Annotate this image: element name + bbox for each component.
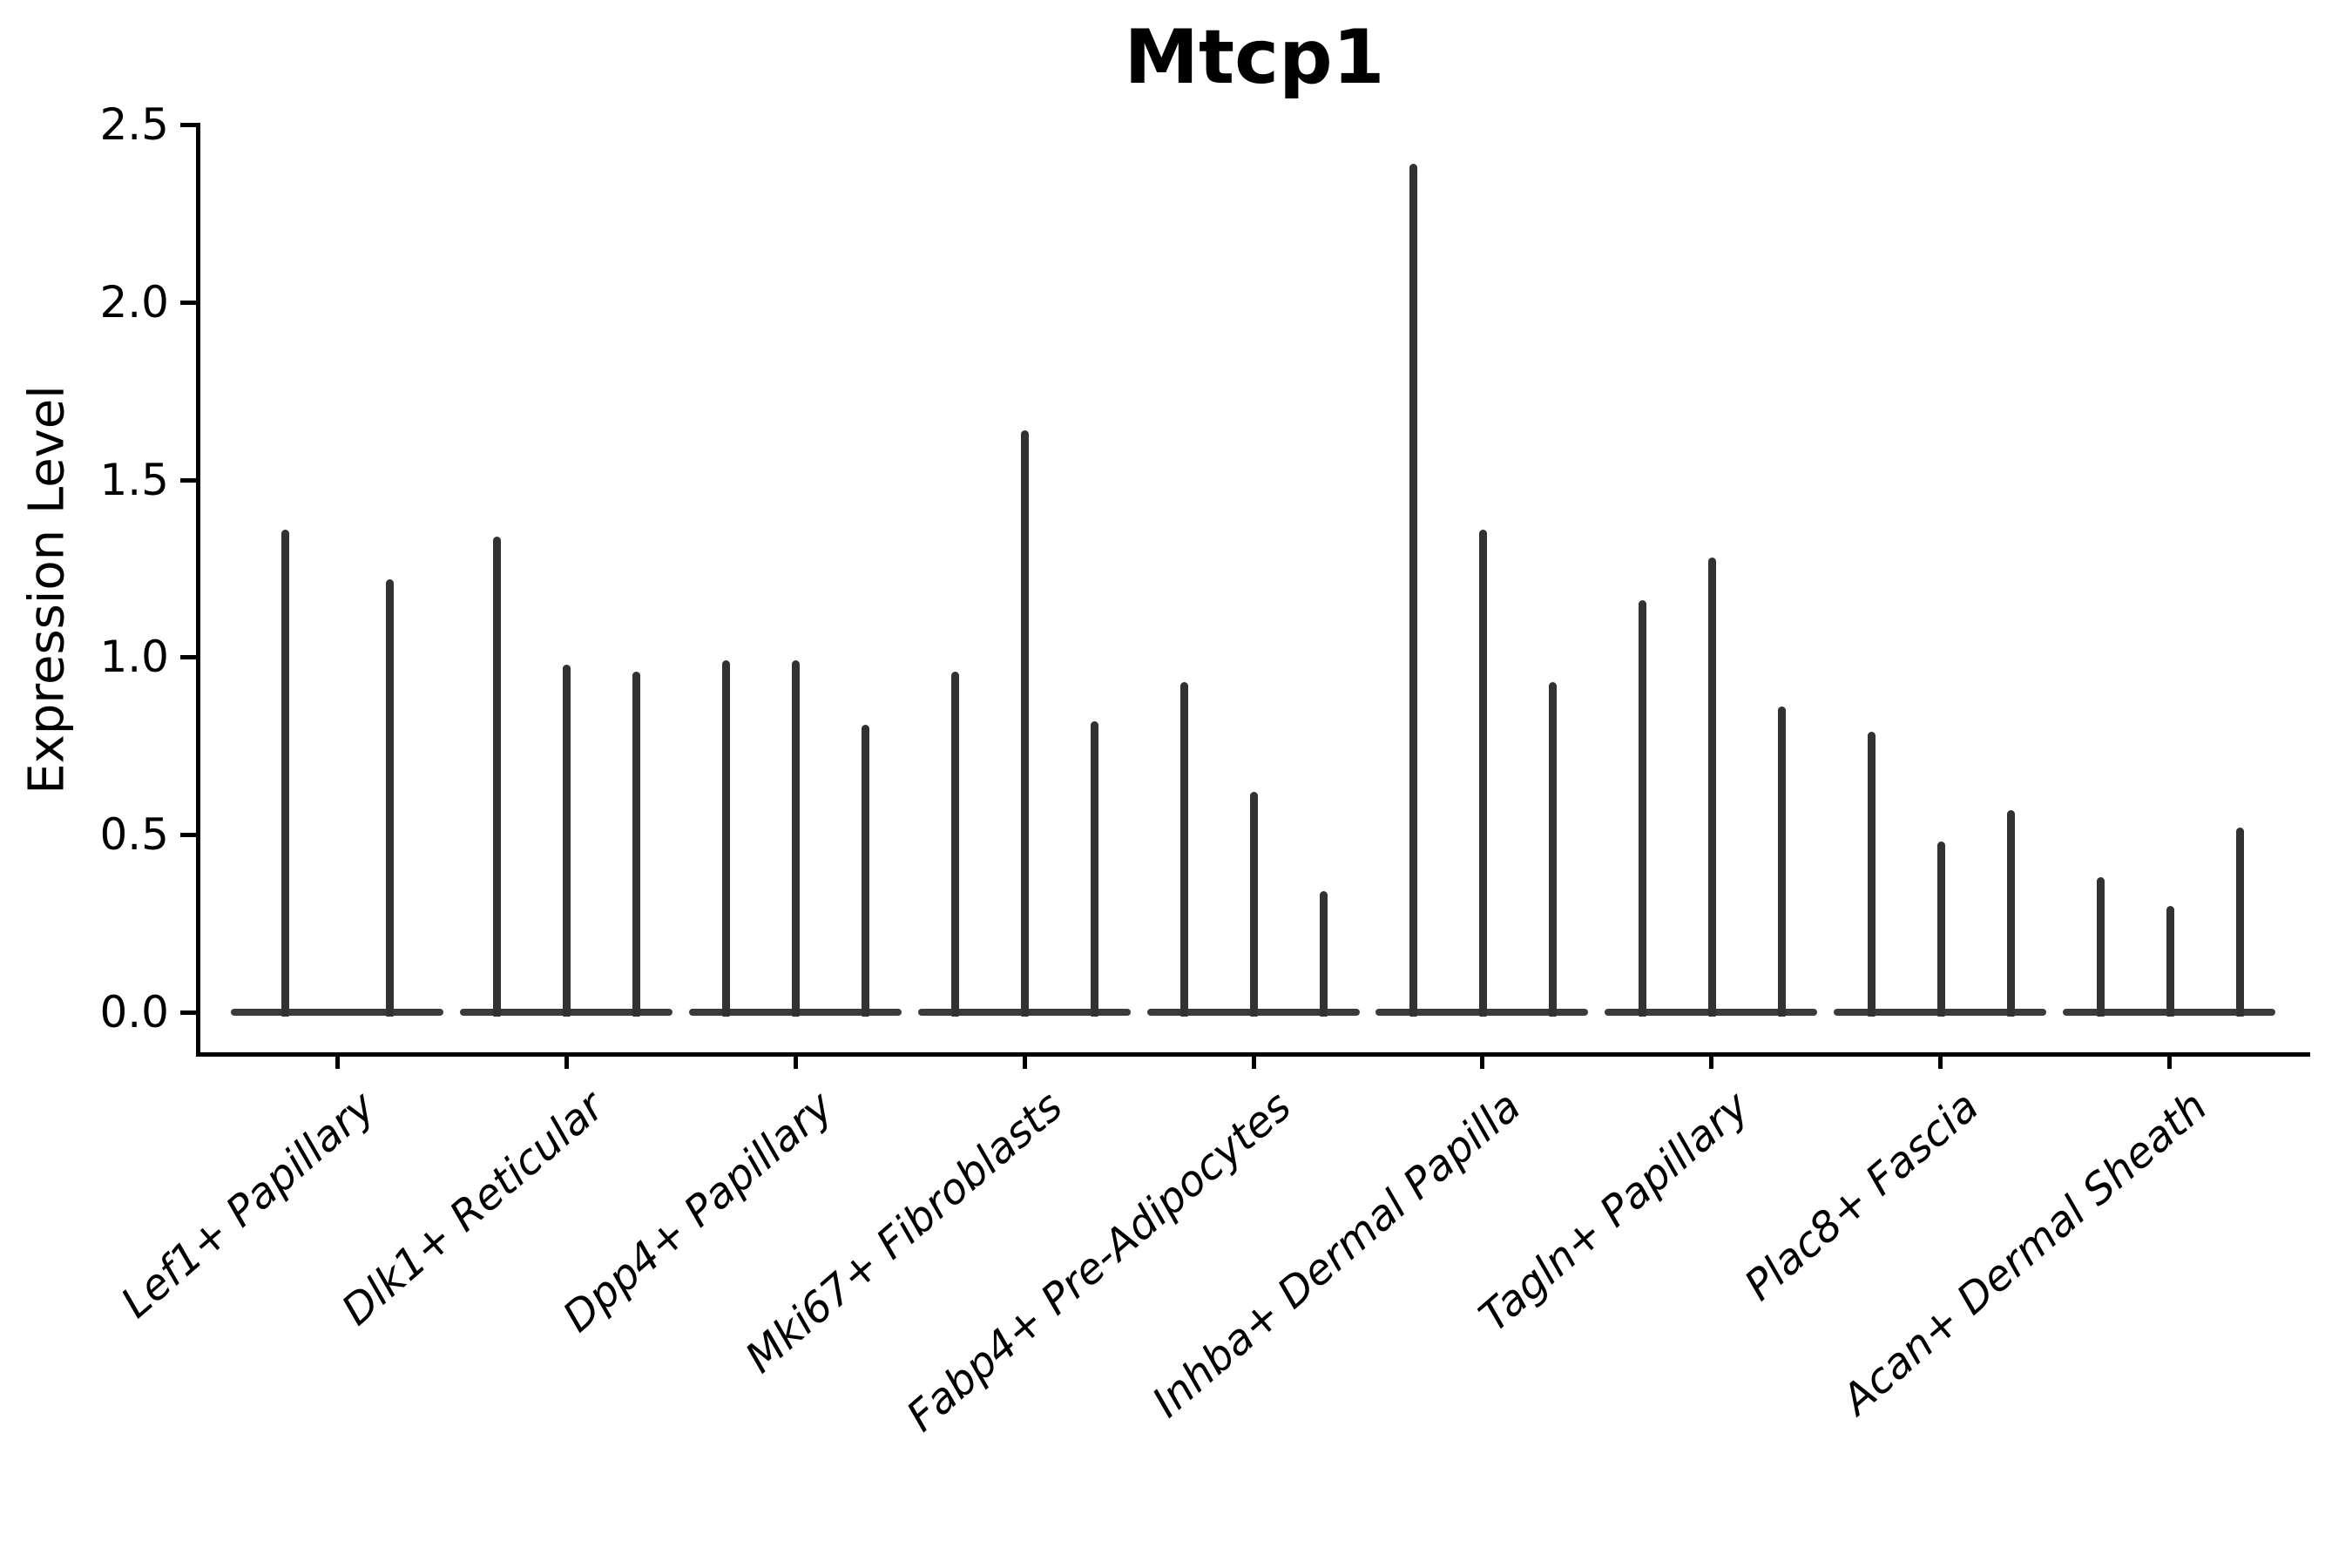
x-tick-mark	[335, 1057, 340, 1069]
violin-spike	[1021, 429, 1029, 1017]
x-tick-label: Fabp4+ Pre-Adipocytes	[897, 1082, 1301, 1442]
violin-spike	[493, 536, 501, 1017]
y-tick-label: 1.0	[99, 632, 169, 683]
violin-spike	[1868, 731, 1876, 1017]
x-tick-label: Plac8+ Fascia	[1735, 1082, 1988, 1311]
y-axis-spine	[196, 123, 200, 1057]
violin-spike	[1708, 558, 1716, 1017]
violin-spike	[1180, 681, 1188, 1017]
x-tick-mark	[793, 1057, 798, 1069]
x-tick-mark	[564, 1057, 569, 1069]
violin-spike	[722, 660, 730, 1017]
chart-title: Mtcp1	[1124, 14, 1385, 101]
x-tick-mark	[2167, 1057, 2172, 1069]
violin-spike	[1091, 720, 1098, 1017]
violin-spike	[2097, 877, 2105, 1017]
y-tick-mark	[180, 1010, 197, 1015]
violin-spike	[2166, 905, 2174, 1017]
violin-spike	[1778, 706, 1786, 1017]
violin-spike	[281, 529, 289, 1017]
y-tick-label: 0.5	[99, 809, 169, 861]
violin-spike	[2007, 809, 2015, 1017]
violin-spike	[1409, 163, 1417, 1017]
x-tick-mark	[1938, 1057, 1943, 1069]
violin-spike	[2236, 828, 2244, 1017]
violin-baseline	[231, 1009, 443, 1016]
x-tick-mark	[1022, 1057, 1027, 1069]
y-tick-mark	[180, 477, 197, 483]
violin-spike	[1479, 529, 1487, 1017]
x-axis-spine	[196, 1052, 2310, 1057]
violin-spike	[386, 578, 394, 1017]
violin-spike	[862, 724, 869, 1017]
violin-spike	[1639, 600, 1646, 1017]
y-tick-mark	[180, 655, 197, 660]
violin-spike	[1320, 891, 1328, 1017]
y-tick-mark	[180, 300, 197, 305]
violin-spike	[1250, 792, 1258, 1017]
y-tick-label: 2.5	[99, 99, 169, 150]
x-tick-label: Inhba+ Dermal Papilla	[1143, 1082, 1531, 1428]
x-tick-mark	[1480, 1057, 1485, 1069]
y-tick-label: 1.5	[99, 454, 169, 505]
y-tick-mark	[180, 123, 197, 127]
x-tick-label: Acan+ Dermal Sheath	[1833, 1082, 2217, 1424]
x-tick-mark	[1709, 1057, 1714, 1069]
violin-spike	[563, 664, 571, 1017]
x-tick-mark	[1251, 1057, 1256, 1069]
violin-spike	[1937, 841, 1945, 1017]
y-axis-label: Expression Level	[18, 385, 76, 794]
y-tick-mark	[180, 833, 197, 838]
violin-spike	[792, 660, 800, 1017]
violin-spike	[1549, 681, 1557, 1017]
violin-spike	[951, 671, 959, 1017]
y-tick-label: 0.0	[99, 987, 169, 1037]
violin-spike	[632, 671, 640, 1017]
y-tick-label: 2.0	[99, 276, 169, 328]
